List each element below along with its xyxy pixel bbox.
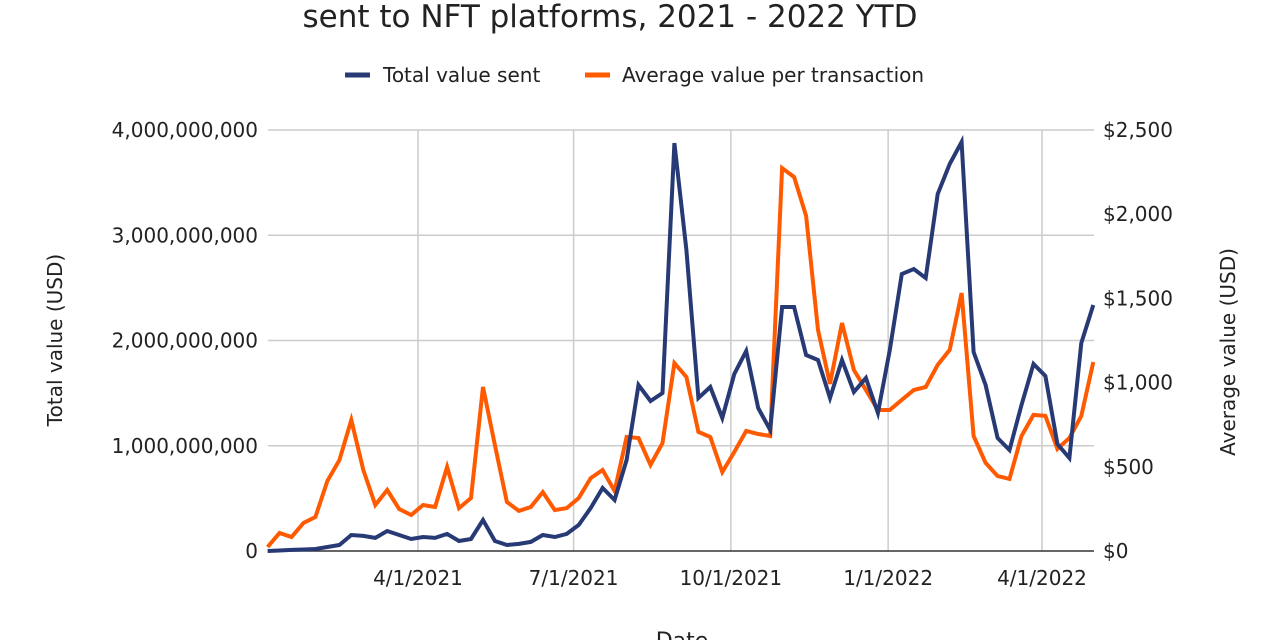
x-axis-title: Date bbox=[656, 629, 709, 640]
y-left-tick-label: 2,000,000,000 bbox=[112, 329, 258, 353]
gridlines bbox=[268, 129, 1094, 551]
x-tick-label: 7/1/2021 bbox=[529, 566, 619, 590]
y-left-tick-label: 4,000,000,000 bbox=[112, 118, 258, 142]
y-left-tick-label: 1,000,000,000 bbox=[112, 434, 258, 458]
y-axis-left-title: Total value (USD) bbox=[43, 254, 67, 427]
y-axis-right-title: Average value (USD) bbox=[1216, 248, 1240, 456]
legend-label-total: Total value sent bbox=[382, 63, 540, 87]
series-lines bbox=[266, 134, 1096, 553]
x-tick-label: 10/1/2021 bbox=[680, 566, 783, 590]
chart-title: sent to NFT platforms, 2021 - 2022 YTD bbox=[303, 0, 918, 35]
x-tick-label: 4/1/2022 bbox=[997, 566, 1087, 590]
y-left-tick-label: 3,000,000,000 bbox=[112, 223, 258, 247]
x-tick-label: 1/1/2022 bbox=[843, 566, 933, 590]
series-line-average-value bbox=[266, 164, 1096, 549]
y-axis-left-ticks: 0 1,000,000,000 2,000,000,000 3,000,000,000… bbox=[112, 118, 258, 563]
legend-label-average: Average value per transaction bbox=[622, 63, 924, 87]
x-tick-label: 4/1/2021 bbox=[373, 566, 463, 590]
y-left-tick-label: 0 bbox=[245, 539, 258, 563]
y-right-tick-label: $0 bbox=[1103, 539, 1128, 563]
y-right-tick-label: $500 bbox=[1103, 455, 1154, 479]
y-right-tick-label: $1,500 bbox=[1103, 286, 1173, 310]
y-axis-right-ticks: $0 $500 $1,000 $1,500 $2,000 $2,500 bbox=[1103, 118, 1173, 563]
y-right-tick-label: $1,000 bbox=[1103, 371, 1173, 395]
legend: Total value sent Average value per trans… bbox=[345, 63, 924, 87]
x-axis-ticks: 4/1/2021 7/1/2021 10/1/2021 1/1/2022 4/1/202… bbox=[373, 566, 1087, 590]
y-right-tick-label: $2,500 bbox=[1103, 118, 1173, 142]
y-right-tick-label: $2,000 bbox=[1103, 202, 1173, 226]
series-line-total-value bbox=[267, 134, 1096, 553]
